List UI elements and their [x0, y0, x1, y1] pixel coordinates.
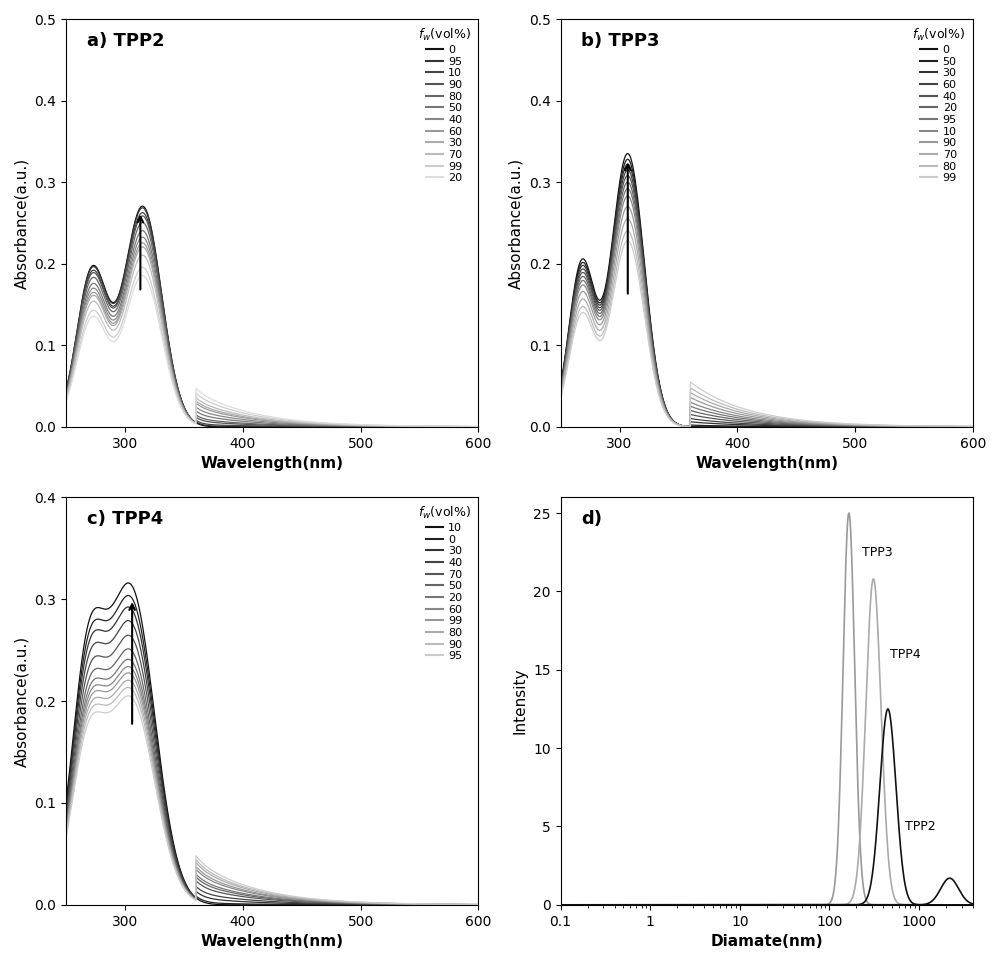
Text: b) TPP3: b) TPP3 — [581, 32, 660, 50]
Legend: 0, 50, 30, 60, 40, 20, 95, 10, 90, 70, 80, 99: 0, 50, 30, 60, 40, 20, 95, 10, 90, 70, 8… — [910, 25, 967, 186]
Y-axis label: Intensity: Intensity — [513, 668, 528, 735]
Text: c) TPP4: c) TPP4 — [87, 509, 163, 528]
X-axis label: Diamate(nm): Diamate(nm) — [710, 934, 823, 950]
X-axis label: Wavelength(nm): Wavelength(nm) — [201, 934, 344, 950]
Text: TPP2: TPP2 — [905, 820, 936, 833]
Y-axis label: Absorbance(a.u.): Absorbance(a.u.) — [508, 158, 523, 289]
Text: TPP3: TPP3 — [862, 546, 892, 559]
Legend: 10, 0, 30, 40, 70, 50, 20, 60, 99, 80, 90, 95: 10, 0, 30, 40, 70, 50, 20, 60, 99, 80, 9… — [415, 503, 473, 664]
Text: TPP4: TPP4 — [890, 647, 921, 661]
Y-axis label: Absorbance(a.u.): Absorbance(a.u.) — [14, 636, 29, 767]
Text: a) TPP2: a) TPP2 — [87, 32, 164, 50]
X-axis label: Wavelength(nm): Wavelength(nm) — [201, 456, 344, 471]
Legend: 0, 95, 10, 90, 80, 50, 40, 60, 30, 70, 99, 20: 0, 95, 10, 90, 80, 50, 40, 60, 30, 70, 9… — [415, 25, 473, 186]
X-axis label: Wavelength(nm): Wavelength(nm) — [695, 456, 838, 471]
Text: d): d) — [581, 509, 602, 528]
Y-axis label: Absorbance(a.u.): Absorbance(a.u.) — [14, 158, 29, 289]
